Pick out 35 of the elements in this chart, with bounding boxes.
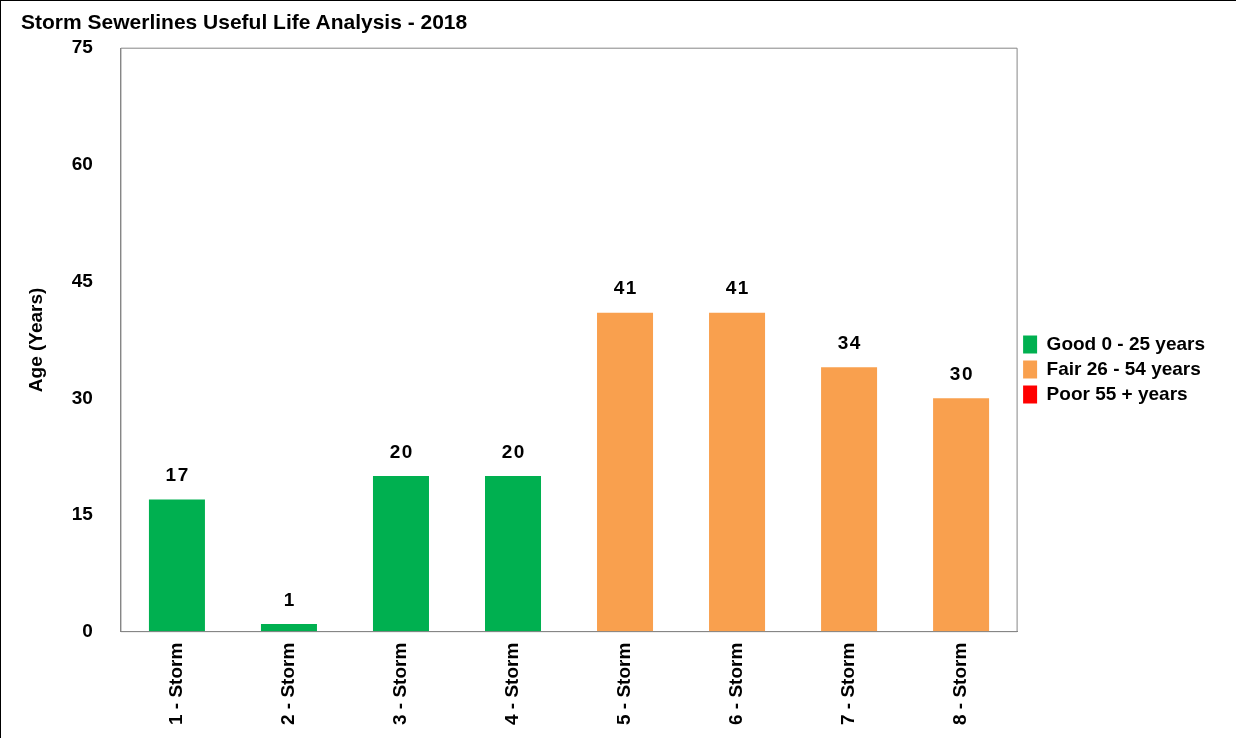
chart-title: Storm Sewerlines Useful Life Analysis - 2018 [21,10,468,34]
y-axis-title: Age (Years) [24,287,46,393]
legend-label: Good 0 - 25 years [1046,332,1205,354]
data-label: 3 0 [949,363,973,385]
data-label: 2 0 [501,440,525,462]
bar [821,367,878,632]
y-tick-label: 30 [71,386,93,408]
bar [933,398,990,632]
x-tick-label: 4 - Storm [501,642,523,726]
x-tick-label: 5 - Storm [613,642,635,726]
data-label: 2 0 [389,440,413,462]
bar [372,476,429,632]
x-tick-label: 7 - Storm [837,642,859,726]
x-tick-label: 3 - Storm [389,642,411,726]
bar [485,476,542,632]
y-tick-label: 75 [71,36,94,58]
data-label: 4 1 [725,277,749,299]
y-tick-label: 60 [71,153,93,175]
y-tick-label: 15 [71,503,94,525]
x-tick-label: 6 - Storm [725,642,747,726]
legend-label: Fair 26 - 54 years [1046,357,1201,379]
x-tick-label: 1 - Storm [165,642,187,726]
data-label: 3 4 [837,331,861,353]
x-tick-label: 8 - Storm [949,642,971,726]
legend-label: Poor 55 + years [1046,382,1188,404]
data-label: 1 7 [165,464,189,486]
bar [148,499,205,632]
bar [597,312,654,632]
bar [709,312,766,632]
x-tick-label: 2 - Storm [277,642,299,726]
y-tick-label: 45 [71,269,94,291]
bar [260,623,317,632]
data-label: 1 [283,588,295,610]
data-label: 4 1 [613,277,637,299]
y-tick-label: 0 [82,619,93,641]
